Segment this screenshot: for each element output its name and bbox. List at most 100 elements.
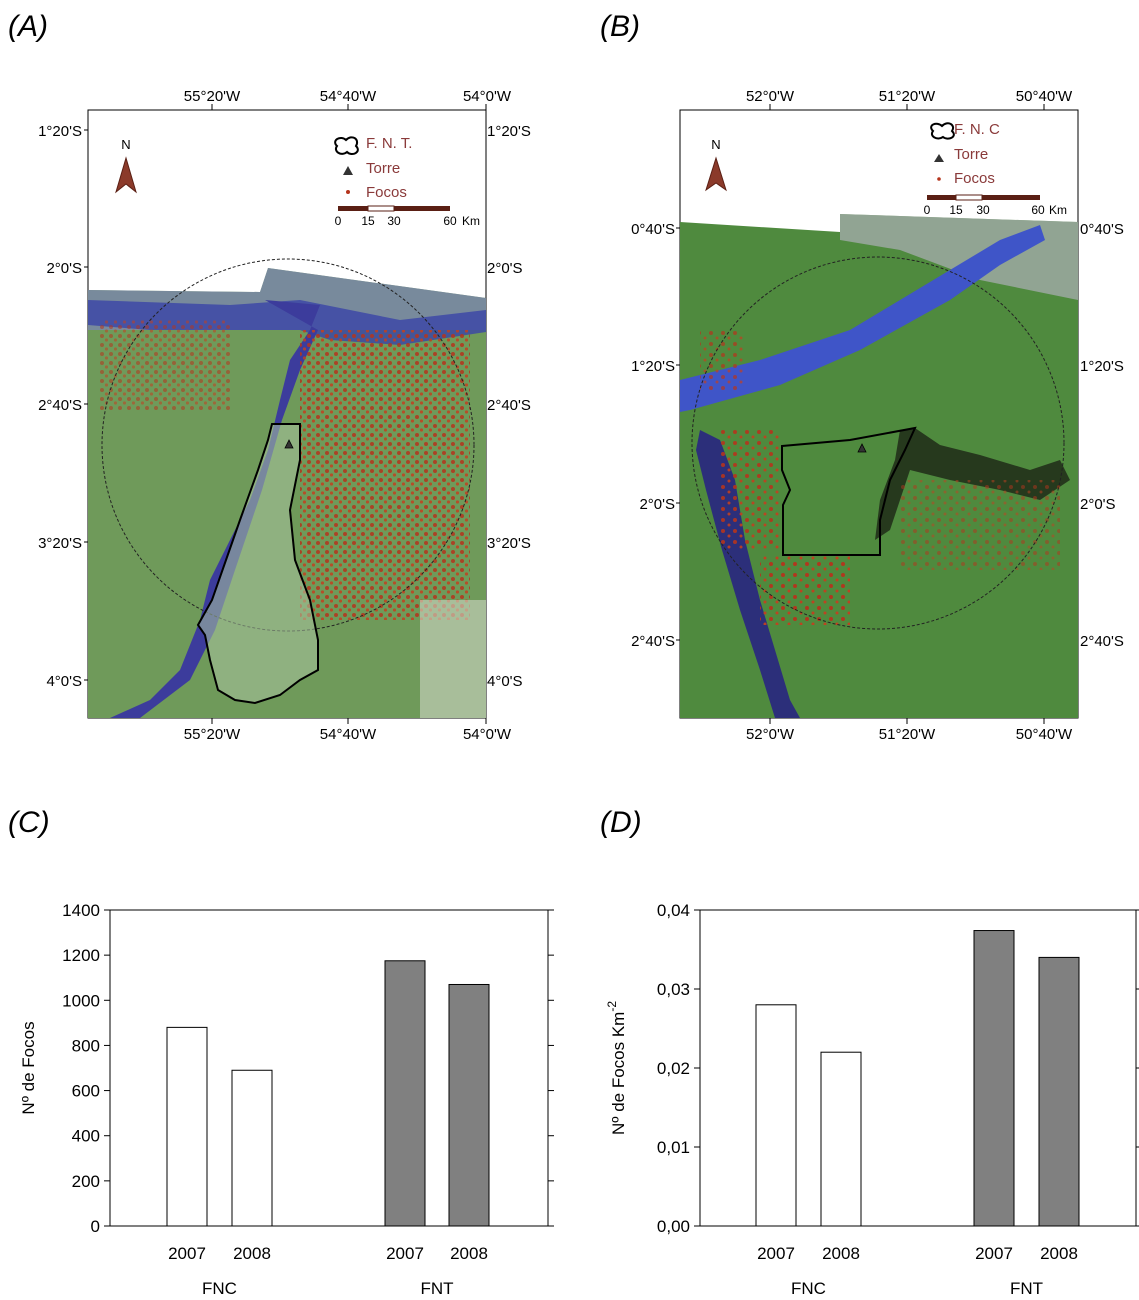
bar-fnc-2008 — [820, 1051, 862, 1227]
map-a-top-tick-2: 54°40'W — [320, 88, 377, 105]
map-a-bottom-tick-1: 55°20'W — [184, 726, 241, 743]
map-b-top-tick-1: 52°0'W — [746, 88, 795, 105]
boundary-icon — [334, 136, 359, 156]
map-a-top-tick-3: 54°0'W — [463, 88, 512, 105]
map-b-left-tick-4: 2°40'S — [631, 633, 675, 650]
map-b-fires-south — [760, 555, 850, 625]
map-a-bottom-tick-3: 54°0'W — [463, 726, 512, 743]
map-b-top-tick-2: 51°20'W — [879, 88, 936, 105]
x-tick-label: 2007 — [168, 1244, 206, 1263]
y-axis-label-text: Nº de Focos — [19, 1021, 38, 1114]
map-a-north-label: N — [121, 137, 130, 152]
fire-dot-icon — [346, 190, 350, 194]
map-b-radius-circle — [691, 256, 1065, 630]
map-a-fires-west — [100, 320, 230, 410]
x-tick-label: 2007 — [386, 1244, 424, 1263]
map-b-amazon-river — [680, 225, 1045, 412]
y-axis-label-superscript: -2 — [605, 1001, 619, 1012]
bar-fnc-2007 — [755, 1004, 797, 1227]
bar-fnc-2007 — [166, 1026, 208, 1227]
map-a-left-tick-5: 4°0'S — [46, 673, 82, 690]
y-tick-label: 200 — [72, 1172, 100, 1191]
map-b — [679, 109, 1079, 719]
map-a-scale-30: 30 — [387, 214, 401, 228]
map-a-right-tick-4: 3°20'S — [487, 535, 531, 552]
map-b-fires-east — [900, 480, 1060, 570]
scale-bar-seg-3 — [394, 206, 450, 211]
y-tick-label: 0,02 — [657, 1059, 690, 1078]
map-b-right-tick-4: 2°40'S — [1080, 633, 1124, 650]
y-tick-label: 400 — [72, 1127, 100, 1146]
map-b-scale-60: 60 — [1031, 203, 1045, 217]
map-a-fires-east — [300, 330, 470, 620]
map-a-top-tick-1: 55°20'W — [184, 88, 241, 105]
map-a-fnt-boundary — [196, 423, 319, 705]
map-b-fires-west — [720, 430, 780, 550]
x-tick-label: 2008 — [450, 1244, 488, 1263]
map-b-scale-15: 15 — [949, 203, 963, 217]
map-b-left-tick-1: 0°40'S — [631, 221, 675, 238]
chart-c: 0 200 400 600 800 1000 1200 1400 Nº de Focos 2007… — [19, 901, 554, 1298]
north-arrow-icon — [705, 156, 727, 192]
x-group-label: FNC — [791, 1279, 826, 1298]
map-a-clearings — [420, 600, 486, 718]
map-a-bottom-tick-2: 54°40'W — [320, 726, 377, 743]
map-b-right-tick-3: 2°0'S — [1080, 496, 1116, 513]
panel-label-a: (A) — [8, 10, 48, 43]
y-tick-label: 0 — [91, 1217, 100, 1236]
map-a-right-tick-2: 2°0'S — [487, 260, 523, 277]
map-b-bottom-tick-2: 51°20'W — [879, 726, 936, 743]
chart-d: 0,00 0,01 0,02 0,03 0,04 Nº de Focos Km-2 2007… — [605, 901, 1139, 1298]
tower-icon — [934, 154, 944, 162]
map-b-scale-30: 30 — [976, 203, 990, 217]
y-tick-label: 0,00 — [657, 1217, 690, 1236]
map-b-bottom-tick-1: 52°0'W — [746, 726, 795, 743]
map-b-scale-unit: Km — [1049, 203, 1067, 217]
bar-fnc-2008 — [231, 1069, 273, 1227]
y-tick-label: 800 — [72, 1036, 100, 1055]
y-tick-label: 0,01 — [657, 1138, 690, 1157]
map-a-tower-marker — [284, 439, 294, 449]
y-axis-label: Nº de Focos — [19, 1021, 38, 1114]
x-group-label: FNT — [1010, 1279, 1043, 1298]
map-b-north-label: N — [711, 137, 720, 152]
map-b-north-arrow: N — [705, 137, 727, 192]
map-a-legend-area: F. N. T. — [366, 135, 412, 152]
map-b-top-tick-3: 50°40'W — [1016, 88, 1073, 105]
x-tick-label: 2008 — [822, 1244, 860, 1263]
map-b-legend-fires: Focos — [954, 170, 995, 187]
map-b-legend-tower: Torre — [954, 146, 988, 163]
y-tick-label: 1000 — [62, 991, 100, 1010]
map-a-legend-fires: Focos — [366, 184, 407, 201]
map-a-right-tick-3: 2°40'S — [487, 397, 531, 414]
panel-label-c: (C) — [8, 806, 50, 839]
map-a-left-tick-1: 1°20'S — [38, 123, 82, 140]
map-b-fires-north — [700, 330, 745, 390]
scale-bar-seg-2 — [367, 205, 395, 212]
map-a-scale-unit: Km — [462, 214, 480, 228]
map-a-left-tick-4: 3°20'S — [38, 535, 82, 552]
scale-bar-seg-3 — [982, 195, 1040, 200]
map-a-scale-0: 0 — [335, 214, 342, 228]
map-b-bottom-tick-3: 50°40'W — [1016, 726, 1073, 743]
map-b-right-tick-1: 0°40'S — [1080, 221, 1124, 238]
x-group-label: FNC — [202, 1279, 237, 1298]
map-a-legend-tower: Torre — [366, 160, 400, 177]
panel-label-b: (B) — [600, 10, 640, 43]
map-b-left-tick-3: 2°0'S — [639, 496, 675, 513]
map-b-legend: F. N. C Torre Focos 0 15 30 60 Km — [924, 121, 1067, 217]
scale-bar-seg-2 — [955, 194, 983, 201]
map-b-tower-marker — [857, 443, 867, 453]
y-tick-label: 0,03 — [657, 980, 690, 999]
x-tick-label: 2007 — [757, 1244, 795, 1263]
y-tick-label: 0,04 — [657, 901, 690, 920]
bar-fnt-2008 — [448, 983, 490, 1227]
y-axis-label-text: Nº de Focos Km — [609, 1012, 628, 1135]
bar-fnt-2008 — [1038, 956, 1080, 1227]
plot-frame — [109, 909, 549, 1227]
map-b-scale-0: 0 — [924, 203, 931, 217]
scale-bar-seg-1 — [927, 195, 956, 200]
map-b-fnc-boundary — [781, 426, 917, 556]
map-a-right-tick-5: 4°0'S — [487, 673, 523, 690]
